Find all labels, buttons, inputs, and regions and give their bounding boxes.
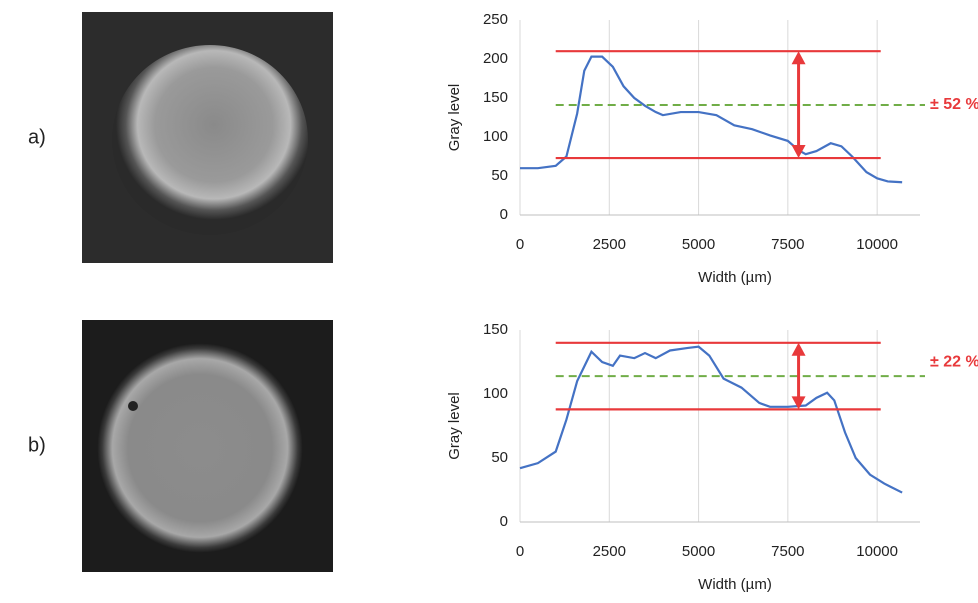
y-tick-label: 100 [483,128,508,145]
arrow-head [791,396,806,410]
profile-line [520,55,903,184]
x-tick-label: 0 [516,236,524,253]
y-tick-label: 50 [491,167,508,184]
image-b-spot [97,343,303,553]
annotation: ± 22 % [930,353,978,370]
y-tick-label: 150 [483,89,508,106]
x-tick-label: 7500 [771,236,804,253]
image-b-dot [128,401,138,411]
y-tick-label: 250 [483,11,508,28]
x-tick-label: 7500 [771,543,804,560]
y-tick-label: 50 [491,449,508,466]
annotation: ± 52 % [930,96,978,113]
y-tick-label: 0 [500,206,508,223]
y-tick-label: 100 [483,385,508,402]
x-axis-title: Width (µm) [698,576,772,593]
y-tick-label: 0 [500,513,508,530]
panel-label: a) [28,126,46,148]
x-tick-label: 0 [516,543,524,560]
x-tick-label: 5000 [682,236,715,253]
y-axis-title: Gray level [446,84,463,152]
x-tick-label: 10000 [856,236,898,253]
x-tick-label: 2500 [593,543,626,560]
panel-label: b) [28,434,46,456]
x-tick-label: 5000 [682,543,715,560]
y-tick-label: 200 [483,50,508,67]
arrow-head [791,342,806,356]
profile-line [519,345,903,494]
arrow-head [791,51,806,65]
y-tick-label: 150 [483,321,508,338]
x-axis-title: Width (µm) [698,269,772,286]
image-a-spot [112,45,308,235]
x-tick-label: 10000 [856,543,898,560]
arrow-head [791,145,806,159]
y-axis-title: Gray level [446,392,463,460]
x-tick-label: 2500 [593,236,626,253]
